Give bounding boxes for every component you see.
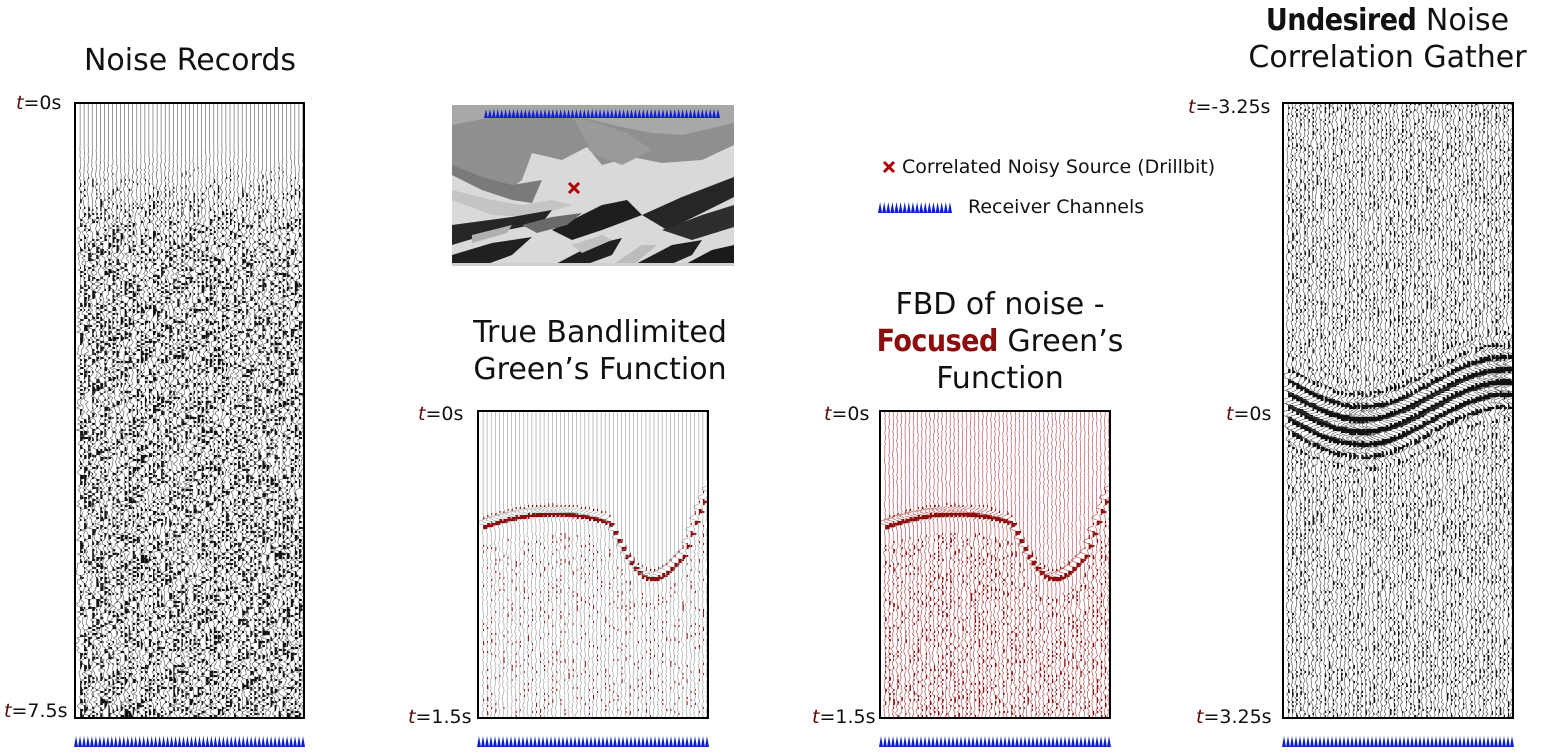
title-corr-emph: Undesired <box>1265 3 1417 38</box>
source-x-icon <box>882 160 896 174</box>
title-correlation-gather: Undesired Noise Correlation Gather <box>1230 2 1545 76</box>
true-green-function-traces <box>479 412 707 717</box>
legend-receiver: Receiver Channels <box>878 196 1144 218</box>
receiver-triangles-icon <box>878 202 952 213</box>
legend-receiver-label: Receiver Channels <box>968 196 1145 218</box>
noise-records-traces <box>76 104 303 717</box>
title-noise-records-text: Noise Records <box>83 43 297 78</box>
noise-records-panel <box>74 102 305 719</box>
time-label-corr-mid: t=0s <box>1226 403 1272 425</box>
time-label-corr-top: t=-3.25s <box>1188 96 1271 118</box>
time-label-noise-top: t=0s <box>16 92 62 114</box>
title-fbd: FBD of noise - Focused Green’s Function <box>840 286 1160 397</box>
receiver-array-noise <box>74 736 305 747</box>
time-label-corr-bottom: t=3.25s <box>1196 706 1272 728</box>
title-corr-line2: Correlation Gather <box>1248 40 1527 75</box>
true-green-function-panel <box>477 410 709 719</box>
title-fbd-line2: Focused Green’s <box>840 323 1160 360</box>
velocity-model-image <box>452 105 734 266</box>
time-label-noise-bottom: t=7.5s <box>4 700 68 722</box>
title-corr-line1-rest: Noise <box>1416 3 1510 38</box>
legend-source: Correlated Noisy Source (Drillbit) <box>882 156 1215 178</box>
receiver-array-true <box>477 736 709 747</box>
title-true-line2: Green’s Function <box>473 352 727 387</box>
time-label-fbd-top: t=0s <box>824 403 870 425</box>
time-label-true-bottom: t=1.5s <box>408 706 472 728</box>
time-label-fbd-bottom: t=1.5s <box>812 706 876 728</box>
fbd-green-function-panel <box>879 410 1111 719</box>
title-true-green-function: True Bandlimited Green’s Function <box>430 314 770 388</box>
title-noise-records: Noise Records <box>60 42 320 79</box>
title-fbd-line1: FBD of noise - <box>895 287 1105 322</box>
model-receiver-array <box>484 109 720 118</box>
title-fbd-line3: Function <box>936 361 1064 396</box>
legend-source-label: Correlated Noisy Source (Drillbit) <box>902 156 1216 178</box>
correlation-gather-panel <box>1282 102 1514 719</box>
velocity-model-drawing <box>452 105 734 266</box>
title-true-line1: True Bandlimited <box>473 315 727 350</box>
title-fbd-emph: Focused <box>876 324 999 359</box>
receiver-array-corr <box>1282 736 1514 747</box>
fbd-green-function-traces <box>881 412 1109 717</box>
drillbit-source-marker <box>567 181 581 195</box>
title-corr-line1: Undesired Noise <box>1230 2 1545 39</box>
correlation-gather-traces <box>1284 104 1512 717</box>
receiver-array-fbd <box>879 736 1111 747</box>
title-fbd-line2-rest: Green’s <box>997 324 1124 359</box>
time-label-true-top: t=0s <box>418 403 464 425</box>
